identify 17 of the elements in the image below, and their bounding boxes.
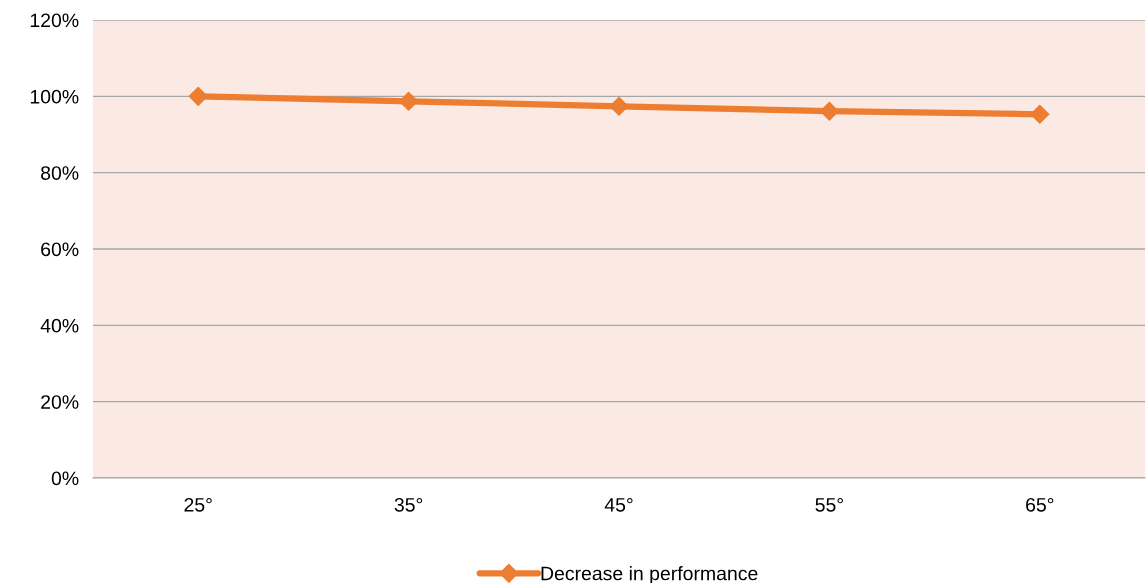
x-tick-label: 35° — [394, 497, 423, 512]
y-tick-label: 20% — [41, 395, 79, 409]
y-tick-label: 100% — [30, 89, 79, 104]
point — [819, 101, 839, 121]
x-tick-label: 55° — [815, 497, 843, 512]
x-tick-label: 25° — [184, 497, 212, 512]
y-tick-label: 80% — [41, 166, 79, 180]
y-tick-label: 0% — [51, 471, 79, 486]
point — [1030, 104, 1050, 124]
x-tick-label: 65° — [1026, 497, 1054, 512]
y-tick-label: 40% — [40, 318, 79, 333]
x-tick-label: 45° — [604, 497, 633, 512]
y-tick-label: 120% — [30, 13, 79, 28]
point — [609, 96, 629, 116]
point — [399, 91, 419, 111]
y-tick-label: 60% — [41, 242, 79, 257]
point — [188, 86, 208, 106]
